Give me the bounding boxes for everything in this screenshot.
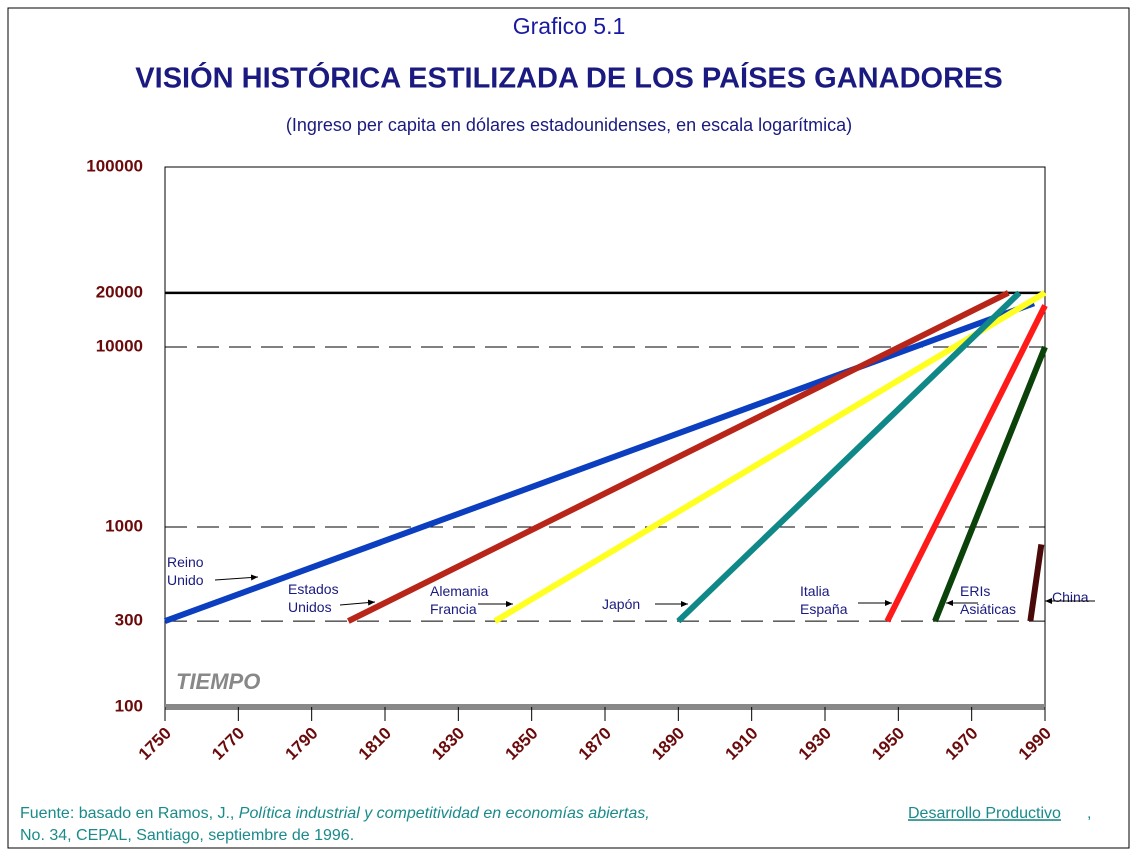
label-arrow xyxy=(339,599,376,606)
x-tick-label: 1790 xyxy=(281,724,321,764)
y-tick-label: 20000 xyxy=(96,282,143,301)
source: Fuente: basado en Ramos, J., Política in… xyxy=(20,805,650,822)
chart-heading: VISIÓN HISTÓRICA ESTILIZADA DE LOS PAÍSE… xyxy=(135,61,1002,95)
source-prefix: Fuente: basado en Ramos, J., xyxy=(20,805,239,822)
series-line xyxy=(346,290,1010,624)
label-line: Unidos xyxy=(288,599,332,615)
series-label: Japón xyxy=(602,596,640,612)
x-tick-label: 1850 xyxy=(501,724,541,764)
x-tick-label: 1750 xyxy=(135,724,175,764)
series-label: Reino Unido xyxy=(167,554,204,588)
label-line: Estados xyxy=(288,581,339,597)
x-tick-label: 1770 xyxy=(208,724,248,764)
y-tick-label: 100000 xyxy=(86,156,143,175)
label-line: Japón xyxy=(602,596,640,612)
x-tick-label: 1930 xyxy=(795,724,835,764)
x-tick-label: 1830 xyxy=(428,724,468,764)
series-line xyxy=(676,290,1022,624)
x-tick-label: 1870 xyxy=(575,724,615,764)
series-label: Estados Unidos xyxy=(288,581,339,615)
y-tick-label: 300 xyxy=(115,611,143,630)
series-line xyxy=(493,290,1047,624)
source-after-link: , xyxy=(1087,805,1091,822)
chart-title: Grafico 5.1 xyxy=(513,13,626,39)
source-italic: Política industrial y competitividad en … xyxy=(239,805,650,822)
y-tick-label: 10000 xyxy=(96,336,143,355)
source-line2: No. 34, CEPAL, Santiago, septiembre de 1… xyxy=(20,827,354,844)
label-arrow xyxy=(214,574,259,581)
x-axis-label: TIEMPO xyxy=(176,669,260,694)
label-line: España xyxy=(800,601,848,617)
label-line: China xyxy=(1052,589,1089,605)
series-line xyxy=(163,300,1036,624)
x-tick-label: 1910 xyxy=(721,724,761,764)
x-tick-label: 1950 xyxy=(868,724,908,764)
series-label: Italia España xyxy=(800,583,848,617)
label-line: Reino xyxy=(167,554,204,570)
series-label: Alemania Francia xyxy=(430,583,489,617)
y-tick-label: 1000 xyxy=(105,516,143,535)
x-tick-label: 1810 xyxy=(355,724,395,764)
x-tick-label: 1990 xyxy=(1015,724,1055,764)
label-line: Francia xyxy=(430,601,477,617)
series-line xyxy=(1027,544,1045,622)
source-link[interactable]: Desarrollo Productivo xyxy=(908,805,1061,822)
series-line xyxy=(932,345,1048,623)
y-tick-label: 100 xyxy=(115,696,143,715)
series-label: China xyxy=(1052,589,1089,605)
frame xyxy=(7,7,1130,849)
plot-area xyxy=(164,166,1046,708)
label-line: Alemania xyxy=(430,583,489,599)
series-line xyxy=(884,304,1048,623)
series-label: ERIs Asiáticas xyxy=(960,583,1016,617)
chart-subtitle: (Ingreso per capita en dólares estadouni… xyxy=(286,115,852,135)
label-line: ERIs xyxy=(960,583,990,599)
x-tick-label: 1890 xyxy=(648,724,688,764)
label-line: Italia xyxy=(800,583,830,599)
label-line: Asiáticas xyxy=(960,601,1016,617)
label-line: Unido xyxy=(167,572,204,588)
x-tick-label: 1970 xyxy=(941,724,981,764)
